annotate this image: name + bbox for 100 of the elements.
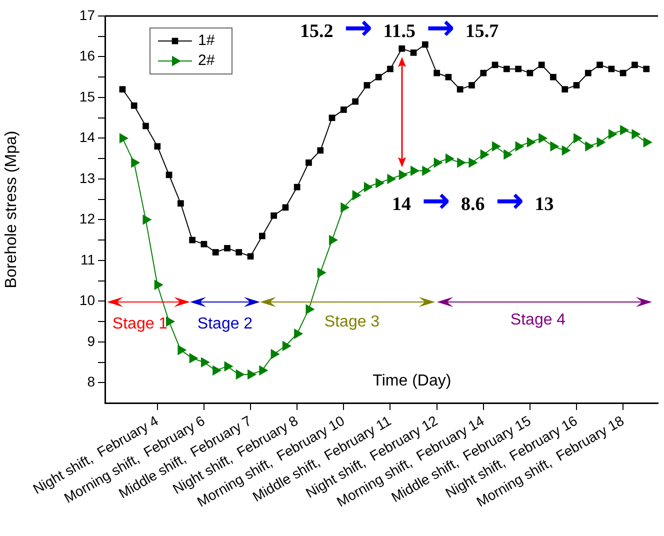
y-tick-label: 15 xyxy=(79,88,96,104)
legend-label: 1# xyxy=(198,32,216,50)
point xyxy=(468,157,478,168)
y-tick-label: 10 xyxy=(79,292,96,308)
point xyxy=(584,70,592,76)
point xyxy=(352,190,362,200)
point xyxy=(445,153,454,164)
point xyxy=(189,236,196,244)
point xyxy=(608,66,615,72)
point xyxy=(200,357,210,368)
point xyxy=(562,86,568,93)
annotation: Stage 2 xyxy=(197,315,253,332)
point xyxy=(515,141,524,152)
point xyxy=(166,316,176,327)
point xyxy=(632,62,638,68)
point xyxy=(317,147,324,154)
point xyxy=(142,214,152,225)
point xyxy=(585,141,594,152)
point xyxy=(177,200,184,207)
annotation: 14 → 8.6 → 13 xyxy=(392,180,554,221)
point xyxy=(154,280,164,290)
point xyxy=(620,70,626,76)
y-tick-label: 8 xyxy=(87,373,96,390)
point xyxy=(504,149,513,160)
point xyxy=(236,249,242,256)
point xyxy=(248,369,257,380)
point xyxy=(434,157,443,168)
point xyxy=(259,365,268,376)
point xyxy=(410,49,417,56)
annotation: Stage 1 xyxy=(112,315,168,332)
point xyxy=(468,82,475,88)
point xyxy=(562,145,571,156)
point xyxy=(306,159,312,166)
point xyxy=(258,232,266,240)
point xyxy=(189,352,198,364)
point xyxy=(596,62,603,68)
point xyxy=(340,202,350,213)
point xyxy=(643,66,650,72)
point xyxy=(526,137,536,148)
point xyxy=(387,174,396,184)
point xyxy=(282,340,292,352)
point xyxy=(200,240,208,248)
point xyxy=(119,133,128,144)
point xyxy=(608,128,618,140)
point xyxy=(620,124,630,136)
point xyxy=(456,86,464,93)
point xyxy=(340,106,347,113)
point xyxy=(422,166,432,176)
point xyxy=(247,253,254,260)
point xyxy=(364,182,373,192)
point xyxy=(573,82,580,88)
point xyxy=(119,86,126,93)
y-tick-label: 14 xyxy=(79,129,96,146)
point xyxy=(329,234,338,246)
point xyxy=(492,141,502,152)
point xyxy=(270,212,277,219)
y-tick-label: 13 xyxy=(79,170,96,186)
point xyxy=(236,369,245,380)
point xyxy=(492,62,498,68)
point xyxy=(550,74,556,80)
point xyxy=(294,184,300,190)
point xyxy=(538,62,545,68)
point xyxy=(398,45,406,52)
point xyxy=(574,133,583,144)
point xyxy=(154,143,161,150)
y-tick-label: 9 xyxy=(87,332,96,349)
point xyxy=(328,114,336,122)
y-tick-label: 11 xyxy=(80,251,96,268)
legend-label: 2# xyxy=(198,52,216,70)
y-tick-label: 17 xyxy=(79,6,96,23)
y-tick-label: 16 xyxy=(79,48,96,64)
annotation: Stage 4 xyxy=(510,311,566,328)
point xyxy=(212,365,222,376)
point xyxy=(130,102,138,109)
point xyxy=(538,133,548,144)
point xyxy=(352,98,358,105)
point xyxy=(480,149,490,160)
point xyxy=(178,344,187,356)
point xyxy=(306,304,315,314)
point xyxy=(224,245,230,252)
point xyxy=(398,170,408,180)
point xyxy=(270,348,280,360)
point xyxy=(632,128,641,140)
point xyxy=(503,66,510,72)
x-axis-title: Time (Day) xyxy=(372,372,452,390)
point xyxy=(596,137,606,148)
point xyxy=(550,141,560,152)
point xyxy=(317,267,326,278)
point xyxy=(643,137,652,148)
y-tick-label: 12 xyxy=(79,210,96,227)
point xyxy=(375,74,382,80)
point xyxy=(166,172,172,178)
point xyxy=(364,82,370,88)
annotation: Stage 3 xyxy=(324,313,380,330)
point xyxy=(224,361,234,372)
point xyxy=(410,166,420,176)
point xyxy=(376,178,385,188)
point xyxy=(434,70,440,76)
point xyxy=(212,249,219,256)
point xyxy=(457,157,466,168)
